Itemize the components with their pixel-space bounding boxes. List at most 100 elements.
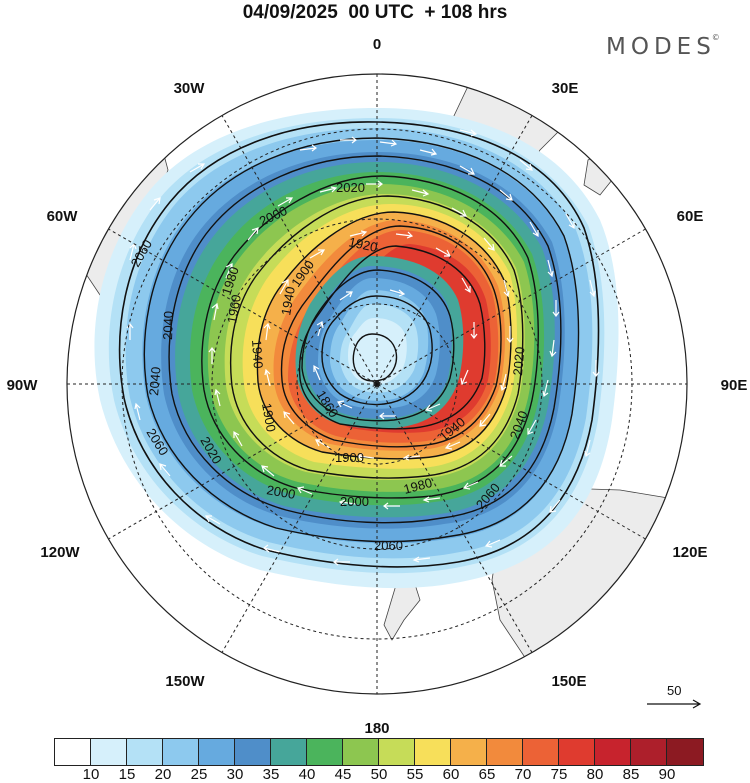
lon-label-30w: 30W — [174, 80, 206, 97]
colorbar — [54, 738, 704, 766]
contour-label: 2020 — [336, 180, 365, 195]
flow-arrow — [149, 197, 161, 211]
map-boundary — [66, 73, 688, 695]
lon-label-120w: 120W — [40, 544, 80, 561]
flow-arrow — [460, 369, 469, 385]
reference-vector-label: 50 — [667, 683, 682, 698]
flow-arrow — [500, 373, 507, 392]
lon-label-120e: 120E — [672, 544, 707, 561]
contour-label: 1900 — [335, 450, 364, 465]
contour-label: 2060 — [374, 538, 403, 553]
flow-arrow — [383, 502, 400, 510]
flow-arrow — [506, 326, 514, 343]
contour-2000 — [201, 175, 539, 499]
contour-label: 1900 — [259, 402, 279, 433]
colorbar-swatch — [451, 739, 487, 765]
flow-arrow — [584, 439, 591, 458]
flow-arrow — [349, 230, 368, 237]
flow-arrow — [134, 402, 141, 421]
contour-label: 1960 — [224, 293, 244, 324]
colorbar-tick-label: 50 — [370, 766, 388, 783]
contour-1920 — [298, 245, 486, 430]
south-pole-marker — [374, 381, 380, 387]
flow-arrow — [412, 556, 431, 563]
lon-label-180: 180 — [364, 720, 389, 737]
flow-arrow — [297, 486, 313, 495]
flow-arrow — [340, 136, 357, 144]
flow-arrow — [316, 321, 324, 337]
brand-text: MODES — [606, 34, 716, 60]
colorbar-tick-label: 75 — [550, 766, 568, 783]
flow-arrow — [233, 430, 243, 447]
flow-arrow — [592, 360, 600, 377]
colorbar-swatch — [559, 739, 595, 765]
reference-arrow — [647, 699, 702, 709]
flow-arrow — [299, 144, 317, 152]
contour-label: 1940 — [249, 339, 266, 369]
flow-arrow — [339, 291, 353, 301]
lon-label-150e: 150E — [551, 673, 586, 690]
flow-arrow — [499, 455, 513, 467]
flow-arrow — [159, 463, 171, 477]
map-disk: 1860 1900 1900 1900 1920 1940 1940 1940 … — [67, 74, 687, 694]
colorbar-swatch — [631, 739, 667, 765]
meridian-150e-30w — [221, 115, 533, 653]
flow-arrow — [205, 515, 221, 525]
flow-arrow — [519, 159, 533, 171]
flow-arrow — [379, 139, 398, 147]
flow-arrow — [402, 454, 421, 461]
lon-label-90w: 90W — [7, 377, 39, 394]
contour-1860 — [352, 333, 398, 382]
flow-arrow — [424, 403, 441, 412]
colorbar-swatch — [595, 739, 631, 765]
lon-label-150w: 150W — [165, 673, 205, 690]
colorbar-swatch — [415, 739, 451, 765]
flow-arrow — [547, 259, 554, 278]
flow-arrow — [459, 129, 478, 137]
colorbar-swatch — [307, 739, 343, 765]
flow-arrow — [337, 400, 353, 409]
flow-arrow — [263, 322, 271, 341]
flow-arrow — [552, 300, 560, 317]
contour-label: 2020 — [510, 346, 527, 376]
flow-arrow — [356, 453, 375, 461]
contour-2020 — [168, 155, 562, 524]
flow-arrow — [462, 481, 479, 490]
contour-label: 2000 — [340, 494, 369, 509]
flow-arrow — [435, 247, 451, 257]
contour-1940 — [280, 225, 502, 448]
colorbar-swatch — [199, 739, 235, 765]
flow-arrow — [395, 231, 414, 239]
flow-arrow — [459, 165, 475, 175]
flow-arrow — [499, 189, 513, 201]
flow-arrow — [189, 163, 206, 173]
colorbar-tick-label: 30 — [226, 766, 244, 783]
colorbar-swatch — [91, 739, 127, 765]
flow-arrow — [261, 465, 275, 477]
flow-arrow — [283, 411, 295, 425]
colorbar-swatch — [343, 739, 379, 765]
land-madagascar — [583, 149, 617, 196]
colorbar-swatch — [163, 739, 199, 765]
flow-arrow — [444, 441, 461, 450]
flow-arrow — [451, 207, 467, 217]
contour-label: 1940 — [278, 285, 298, 316]
flow-arrow — [461, 277, 471, 294]
colorbar-tick-label: 80 — [586, 766, 604, 783]
flow-arrow — [549, 499, 561, 513]
colorbar-tick-label: 15 — [118, 766, 136, 783]
contour-1880 — [321, 295, 433, 406]
flow-arrow — [411, 189, 430, 197]
copyright-mark: © — [711, 33, 720, 42]
colorbar-swatch — [523, 739, 559, 765]
colorbar-swatch — [667, 739, 703, 765]
flow-arrow — [529, 221, 539, 238]
flow-arrow — [211, 302, 219, 321]
contour-label: 1980 — [402, 475, 434, 497]
flow-arrow — [484, 539, 501, 548]
colorbar-swatch — [379, 739, 415, 765]
colorbar-tick-label: 90 — [658, 766, 676, 783]
flow-arrow — [313, 364, 321, 381]
lon-label-30e: 30E — [552, 80, 579, 97]
colorbar-tick-label: 85 — [622, 766, 640, 783]
